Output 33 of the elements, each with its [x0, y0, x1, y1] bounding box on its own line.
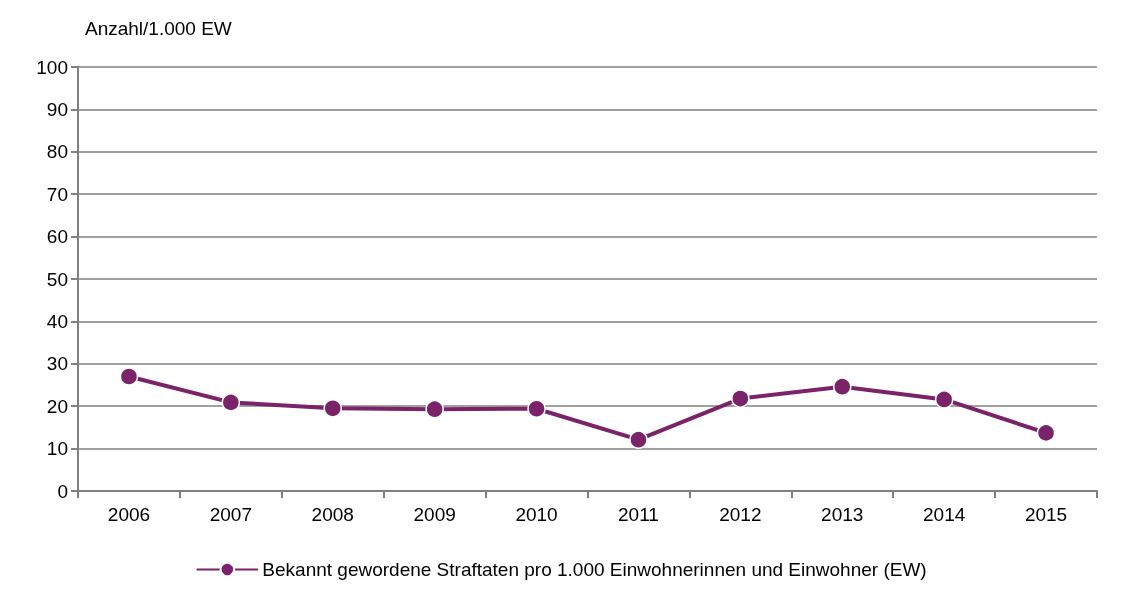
- point: [833, 377, 852, 396]
- x-tick-label: 2009: [413, 504, 456, 525]
- x-tick-label: 2007: [209, 504, 252, 525]
- y-tick-label: 30: [46, 353, 68, 375]
- point: [119, 367, 139, 386]
- point: [323, 399, 342, 418]
- legend-label: Bekannt gewordene Straftaten pro 1.000 Einwohnerinnen und Einwohner (EW): [262, 559, 927, 580]
- point: [425, 399, 444, 419]
- point: [221, 393, 241, 412]
- y-tick-label: 100: [36, 56, 68, 78]
- x-tick-label: 2014: [923, 504, 966, 525]
- x-tick-label: 2013: [821, 504, 864, 525]
- x-tick-label: 2015: [1024, 504, 1068, 525]
- y-tick-label: 70: [46, 183, 68, 205]
- point: [934, 390, 954, 409]
- point: [527, 399, 546, 418]
- y-tick-label: 80: [46, 141, 68, 163]
- y-tick-label: 10: [46, 438, 68, 460]
- x-tick-label: 2011: [618, 504, 659, 525]
- x-tick-label: 2010: [515, 504, 558, 525]
- point: [731, 389, 750, 408]
- y-tick-label: 90: [46, 98, 68, 120]
- y-tick-label: 60: [46, 226, 68, 248]
- y-tick-label: 20: [46, 395, 68, 417]
- point: [1036, 423, 1056, 443]
- x-tick-label: 2012: [719, 504, 762, 525]
- y-tick-label: 50: [46, 268, 68, 290]
- y-tick-label: 40: [46, 310, 68, 332]
- y-tick-label: 0: [57, 480, 68, 502]
- x-tick-label: 2008: [311, 504, 354, 525]
- x-tick-label: 2006: [107, 504, 151, 525]
- y-axis-title: Anzahl/1.000 EW: [85, 18, 232, 39]
- point: [629, 430, 648, 449]
